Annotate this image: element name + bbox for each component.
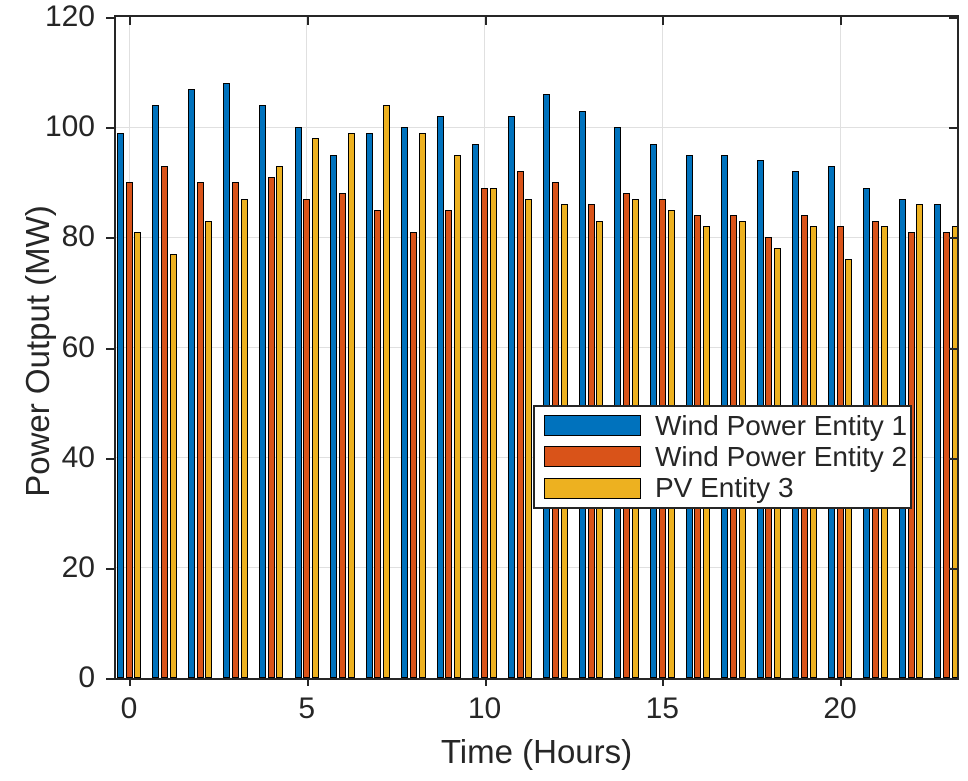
bar-wind-power-entity-1-h5 [294,127,302,678]
y-axis-label: Power Output (MW) [19,205,56,497]
bar-wind-power-entity-2-h10 [481,187,488,678]
bar-wind-power-entity-1-h6 [330,154,338,678]
bar-wind-power-entity-1-h0 [116,132,124,678]
plot-area [114,15,959,680]
x-tick-top [306,17,309,25]
bar-wind-power-entity-2-h0 [125,182,133,678]
bar-wind-power-entity-2-h23 [943,231,951,678]
bar-wind-power-entity-1-h4 [258,105,266,678]
y-tick-right [949,127,957,130]
y-gridline [116,347,957,348]
y-tick [106,457,114,460]
y-tick-label: 100 [44,110,95,144]
bar-wind-power-entity-2-h5 [303,198,311,678]
x-tick-label: 15 [645,692,679,725]
bar-wind-power-entity-1-h23 [934,204,942,678]
legend-label: Wind Power Entity 1 [655,409,908,441]
bar-pv-entity-3-h8 [418,132,426,678]
y-tick-label: 80 [61,220,95,254]
bar-pv-entity-3-h1 [169,253,177,678]
bar-wind-power-entity-2-h6 [338,193,346,678]
bar-wind-power-entity-1-h1 [152,105,160,678]
bar-wind-power-entity-2-h4 [267,176,275,678]
y-tick [106,127,114,130]
legend-label: PV Entity 3 [655,472,794,504]
bar-wind-power-entity-1-h2 [187,88,195,678]
y-tick-right [949,347,957,350]
bar-wind-power-entity-2-h9 [445,209,453,678]
bar-pv-entity-3-h9 [454,154,462,678]
y-tick-right [949,237,957,240]
bar-wind-power-entity-1-h9 [436,116,444,678]
bar-wind-power-entity-1-h12 [543,94,551,678]
bar-wind-power-entity-1-h13 [578,110,586,678]
y-tick-right [949,17,957,19]
x-tick-top [129,17,131,25]
y-tick-label: 0 [78,661,95,694]
x-tick [306,678,309,686]
legend-swatch-series-3 [544,477,641,499]
x-axis-label: Time (Hours) [440,733,633,770]
legend-label: Wind Power Entity 2 [655,440,908,472]
y-tick [106,347,114,350]
bar-pv-entity-3-h22 [916,204,924,678]
x-tick-top [662,17,665,25]
bar-wind-power-entity-1-h11 [507,116,515,678]
y-tick-label: 20 [61,550,95,584]
y-tick-label: 60 [61,330,95,364]
bar-wind-power-entity-2-h2 [196,182,204,678]
y-tick-right [949,457,957,460]
y-tick-label: 120 [44,0,95,33]
bar-wind-power-entity-1-h14 [614,127,622,678]
x-tick [484,678,487,686]
y-gridline [116,126,957,128]
bar-pv-entity-3-h10 [489,187,497,678]
bar-pv-entity-3-h6 [347,132,355,678]
x-tick-label: 10 [467,692,502,725]
x-tick [662,678,665,686]
bar-pv-entity-3-h4 [276,165,284,678]
y-tick-label: 40 [61,440,95,474]
bar-wind-power-entity-1-h7 [365,132,373,678]
y-tick [106,17,114,19]
x-tick-label: 5 [298,692,316,725]
x-tick-top [484,17,487,25]
legend-item-wind-power-entity-2: Wind Power Entity 2 [535,440,910,472]
x-tick [840,678,842,686]
legend: Wind Power Entity 1 Wind Power Entity 2 … [533,405,912,509]
bar-wind-power-entity-2-h3 [232,182,240,678]
x-tick-label: 0 [120,692,138,725]
y-tick-right [949,567,957,570]
legend-swatch-series-2 [544,446,641,468]
bar-pv-entity-3-h0 [134,231,142,678]
y-tick [106,678,114,680]
legend-swatch-series-1 [544,415,641,437]
bar-pv-entity-3-h5 [312,138,319,678]
x-tick-label: 20 [823,692,857,725]
bar-wind-power-entity-1-h10 [472,143,480,678]
bar-wind-power-entity-1-h3 [223,83,231,678]
bar-pv-entity-3-h11 [525,198,533,678]
bar-pv-entity-3-h7 [383,105,391,678]
x-tick [129,678,131,686]
y-gridline [116,236,957,238]
bar-wind-power-entity-2-h7 [374,209,382,678]
y-tick [106,567,114,570]
y-tick [106,237,114,240]
y-gridline [116,567,957,569]
x-tick-top [840,17,842,25]
bar-wind-power-entity-2-h8 [409,231,417,678]
legend-item-pv-entity-3: PV Entity 3 [535,472,910,504]
bar-pv-entity-3-h2 [205,220,213,678]
bar-wind-power-entity-2-h1 [161,165,169,678]
bar-pv-entity-3-h3 [240,198,248,678]
bar-wind-power-entity-1-h8 [401,127,409,678]
y-tick-right [949,678,957,680]
bar-wind-power-entity-2-h11 [516,171,524,678]
legend-item-wind-power-entity-1: Wind Power Entity 1 [535,409,910,441]
bar-pv-entity-3-h23 [951,226,957,678]
